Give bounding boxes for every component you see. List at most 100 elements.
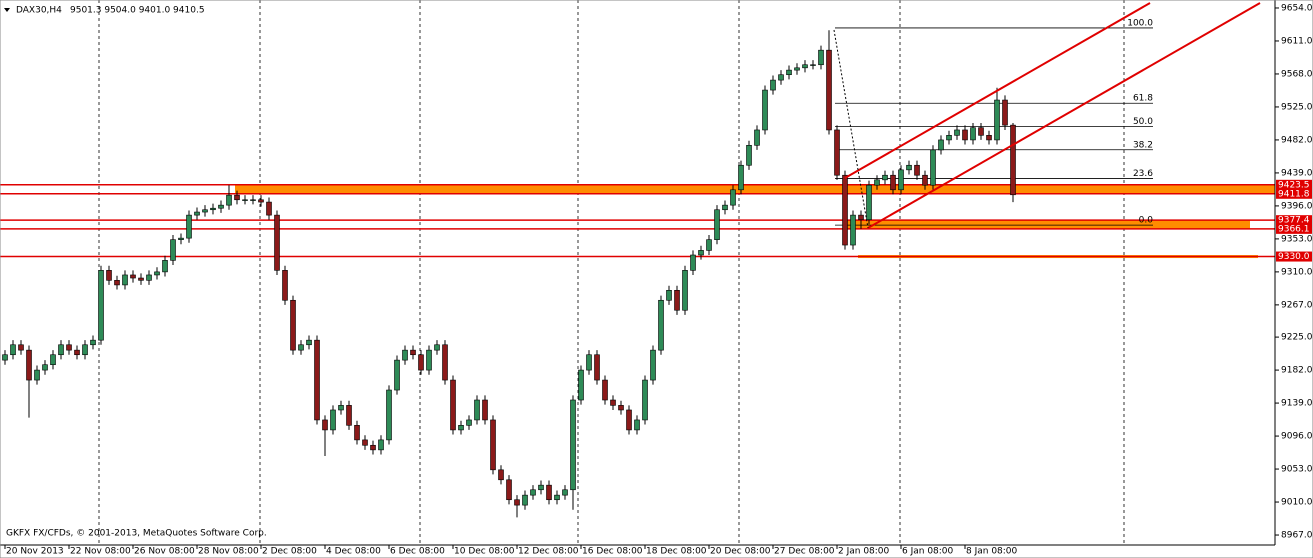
level-label: 9377.4 bbox=[1278, 216, 1310, 226]
candle-body bbox=[154, 271, 160, 276]
candle-body bbox=[402, 349, 408, 361]
candle-body bbox=[106, 270, 112, 281]
candle-body bbox=[546, 484, 552, 501]
candle-body bbox=[858, 214, 864, 221]
candle-body bbox=[162, 260, 168, 273]
candle-body bbox=[434, 344, 440, 351]
candle-body bbox=[274, 214, 280, 271]
candle-body bbox=[938, 139, 944, 151]
zones: 100.0 61.8 50.0 38.2 23.6 0.0 bbox=[0, 18, 1275, 259]
candle-body bbox=[706, 239, 712, 251]
candle-body bbox=[34, 369, 40, 381]
fib-label: 100.0 bbox=[1127, 18, 1153, 28]
y-tick-label: 9439.0 bbox=[1281, 168, 1313, 178]
candle-body bbox=[714, 209, 720, 240]
candle-body bbox=[650, 349, 656, 381]
candle-body bbox=[282, 270, 288, 301]
candle-body bbox=[866, 184, 872, 221]
candle-body bbox=[474, 399, 480, 421]
candle-body bbox=[194, 211, 200, 216]
candle-body bbox=[578, 369, 584, 401]
candle-body bbox=[634, 419, 640, 431]
menu-arrow bbox=[4, 8, 10, 12]
candle-body bbox=[898, 169, 904, 191]
candle-body bbox=[538, 484, 544, 491]
x-tick-label: 10 Dec 08:00 bbox=[454, 547, 515, 557]
candle-body bbox=[906, 164, 912, 171]
y-tick-label: 9182.0 bbox=[1281, 366, 1313, 376]
candle-body bbox=[90, 339, 96, 346]
level-label-box bbox=[1276, 179, 1312, 190]
candle-body bbox=[410, 349, 416, 356]
candles bbox=[2, 30, 1016, 518]
candle-body bbox=[554, 494, 560, 501]
candle-body bbox=[610, 399, 616, 406]
y-tick-label: 9353.0 bbox=[1281, 234, 1313, 244]
candle-body bbox=[530, 489, 536, 496]
candle-body bbox=[738, 164, 744, 191]
candle-body bbox=[586, 354, 592, 371]
candle-body bbox=[298, 344, 304, 351]
x-tick-label: 4 Dec 08:00 bbox=[326, 547, 381, 557]
level-label-box bbox=[1276, 223, 1312, 234]
y-tick-label: 9267.0 bbox=[1281, 300, 1313, 310]
fib-label: 61.8 bbox=[1133, 94, 1153, 104]
y-tick-label: 9010.0 bbox=[1281, 498, 1313, 508]
candle-body bbox=[290, 299, 296, 351]
candle-body bbox=[378, 439, 384, 451]
x-tick-label: 18 Dec 08:00 bbox=[646, 547, 707, 557]
fib-label: 38.2 bbox=[1133, 140, 1153, 150]
fib-label: 50.0 bbox=[1133, 117, 1153, 127]
candle-body bbox=[882, 174, 888, 181]
candle-body bbox=[810, 64, 816, 66]
candle-body bbox=[954, 129, 960, 136]
y-tick-label: 9096.0 bbox=[1281, 432, 1313, 442]
y-tick-label: 9396.0 bbox=[1281, 201, 1313, 211]
candle-body bbox=[202, 209, 208, 213]
y-tick-label: 9654.0 bbox=[1281, 3, 1313, 13]
candle-body bbox=[466, 419, 472, 426]
vertical-grid bbox=[98, 0, 1125, 545]
candle-body bbox=[986, 135, 992, 141]
x-tick-label: 27 Dec 08:00 bbox=[774, 547, 835, 557]
candle-body bbox=[250, 199, 256, 201]
candle-body bbox=[210, 207, 216, 211]
candle-body bbox=[970, 127, 976, 141]
candle-body bbox=[370, 444, 376, 451]
candle-body bbox=[330, 409, 336, 431]
candle-body bbox=[226, 194, 232, 206]
candle-body bbox=[498, 469, 504, 481]
candle-body bbox=[490, 419, 496, 471]
level-label: 9366.1 bbox=[1278, 224, 1310, 234]
candle-body bbox=[626, 409, 632, 431]
candle-body bbox=[170, 239, 176, 261]
candle-body bbox=[786, 69, 792, 76]
candle-body bbox=[698, 250, 704, 256]
candle-body bbox=[122, 274, 128, 286]
candle-body bbox=[2, 354, 8, 361]
fib-label: 0.0 bbox=[1139, 216, 1154, 226]
level-label-box bbox=[1276, 215, 1312, 226]
candle-body bbox=[922, 174, 928, 186]
candle-body bbox=[178, 237, 184, 240]
candle-body bbox=[914, 164, 920, 176]
candle-body bbox=[10, 344, 16, 356]
x-tick-label: 8 Jan 08:00 bbox=[966, 547, 1018, 557]
y-tick-label: 9310.0 bbox=[1281, 267, 1313, 277]
candle-body bbox=[42, 364, 48, 371]
candle-body bbox=[802, 64, 808, 69]
candle-body bbox=[682, 270, 688, 311]
candle-body bbox=[346, 405, 352, 426]
zone bbox=[843, 220, 1250, 229]
candle-body bbox=[842, 174, 848, 246]
x-tick-label: 16 Dec 08:00 bbox=[582, 547, 643, 557]
candle-body bbox=[426, 349, 432, 371]
x-tick-label: 26 Nov 08:00 bbox=[134, 547, 195, 557]
candle-body bbox=[394, 359, 400, 391]
candle-body bbox=[66, 344, 72, 351]
channel-line bbox=[867, 2, 1261, 229]
candle-body bbox=[386, 389, 392, 441]
candle-body bbox=[946, 135, 952, 141]
